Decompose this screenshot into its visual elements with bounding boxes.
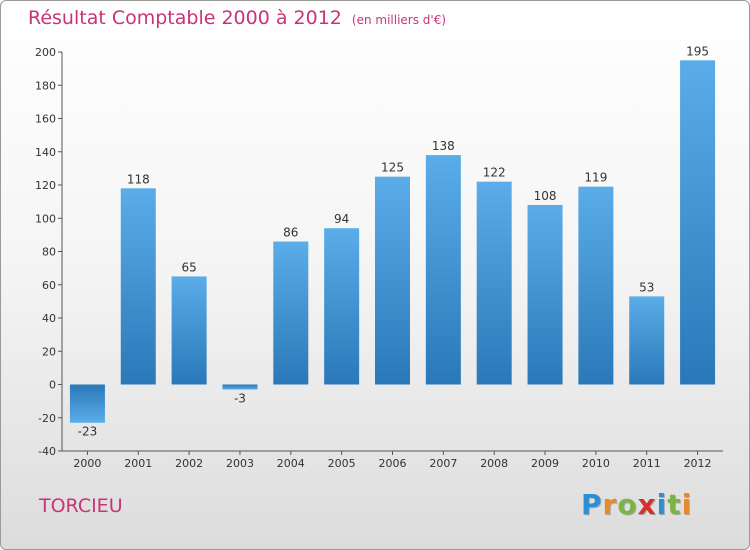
- commune-name: TORCIEU: [39, 495, 123, 517]
- y-tick-label: 60: [42, 279, 56, 292]
- bar: [120, 188, 156, 385]
- data-label: 119: [584, 171, 607, 185]
- data-label: 125: [381, 161, 404, 175]
- data-label: -3: [234, 391, 246, 405]
- data-label: 53: [639, 280, 654, 294]
- x-tick-label: 2007: [429, 457, 457, 470]
- y-tick-label: 160: [35, 113, 56, 126]
- y-tick-label: 20: [42, 345, 56, 358]
- bar: [476, 181, 512, 385]
- y-tick-label: 100: [35, 212, 56, 225]
- y-tick-label: 120: [35, 179, 56, 192]
- data-label: -23: [78, 425, 98, 439]
- x-tick-label: 2006: [379, 457, 407, 470]
- logo-letter: t: [667, 488, 682, 521]
- data-label: 195: [686, 44, 709, 58]
- data-label: 108: [534, 189, 557, 203]
- y-tick-label: -20: [38, 412, 56, 425]
- logo-letter: o: [617, 488, 638, 521]
- data-label: 118: [127, 172, 150, 186]
- x-tick-label: 2008: [480, 457, 508, 470]
- x-tick-label: 2000: [73, 457, 101, 470]
- bar: [324, 228, 360, 385]
- bar: [527, 204, 563, 385]
- y-tick-label: 200: [35, 46, 56, 59]
- chart-title: Résultat Comptable 2000 à 2012 (en millie…: [28, 7, 446, 29]
- bar: [273, 241, 309, 385]
- logo-letter: i: [681, 488, 693, 521]
- bar: [69, 384, 105, 423]
- x-tick-label: 2002: [175, 457, 203, 470]
- y-tick-label: 40: [42, 312, 56, 325]
- data-label: 138: [432, 139, 455, 153]
- data-label: 94: [334, 212, 349, 226]
- x-tick-label: 2005: [328, 457, 356, 470]
- x-tick-label: 2003: [226, 457, 254, 470]
- bar: [680, 60, 716, 385]
- bar: [375, 176, 410, 385]
- y-tick-label: 0: [49, 379, 56, 392]
- x-tick-label: 2011: [633, 457, 661, 470]
- logo-letter: r: [602, 488, 618, 521]
- x-tick-label: 2009: [531, 457, 559, 470]
- data-label: 86: [283, 226, 298, 240]
- logo-letter: x: [637, 488, 657, 521]
- x-tick-label: 2004: [277, 457, 305, 470]
- x-tick-label: 2001: [124, 457, 152, 470]
- x-tick-label: 2012: [684, 457, 712, 470]
- unit-label: (en milliers d'€): [351, 13, 447, 27]
- bar: [629, 296, 665, 385]
- data-label: 65: [181, 260, 196, 274]
- logo-letter: P: [581, 488, 603, 521]
- bar: [171, 276, 207, 385]
- y-tick-label: -40: [38, 445, 56, 458]
- y-tick-label: 140: [35, 146, 56, 159]
- data-label: 122: [483, 166, 506, 180]
- y-tick-label: 180: [35, 79, 56, 92]
- logo-letter: i: [656, 488, 668, 521]
- proxiti-logo: Proxiti: [581, 488, 692, 521]
- y-tick-label: 80: [42, 246, 56, 259]
- title-text: Résultat Comptable 2000 à 2012: [28, 7, 342, 29]
- bar: [578, 186, 614, 385]
- x-tick-label: 2010: [582, 457, 610, 470]
- bar: [222, 384, 258, 390]
- bar: [425, 155, 461, 385]
